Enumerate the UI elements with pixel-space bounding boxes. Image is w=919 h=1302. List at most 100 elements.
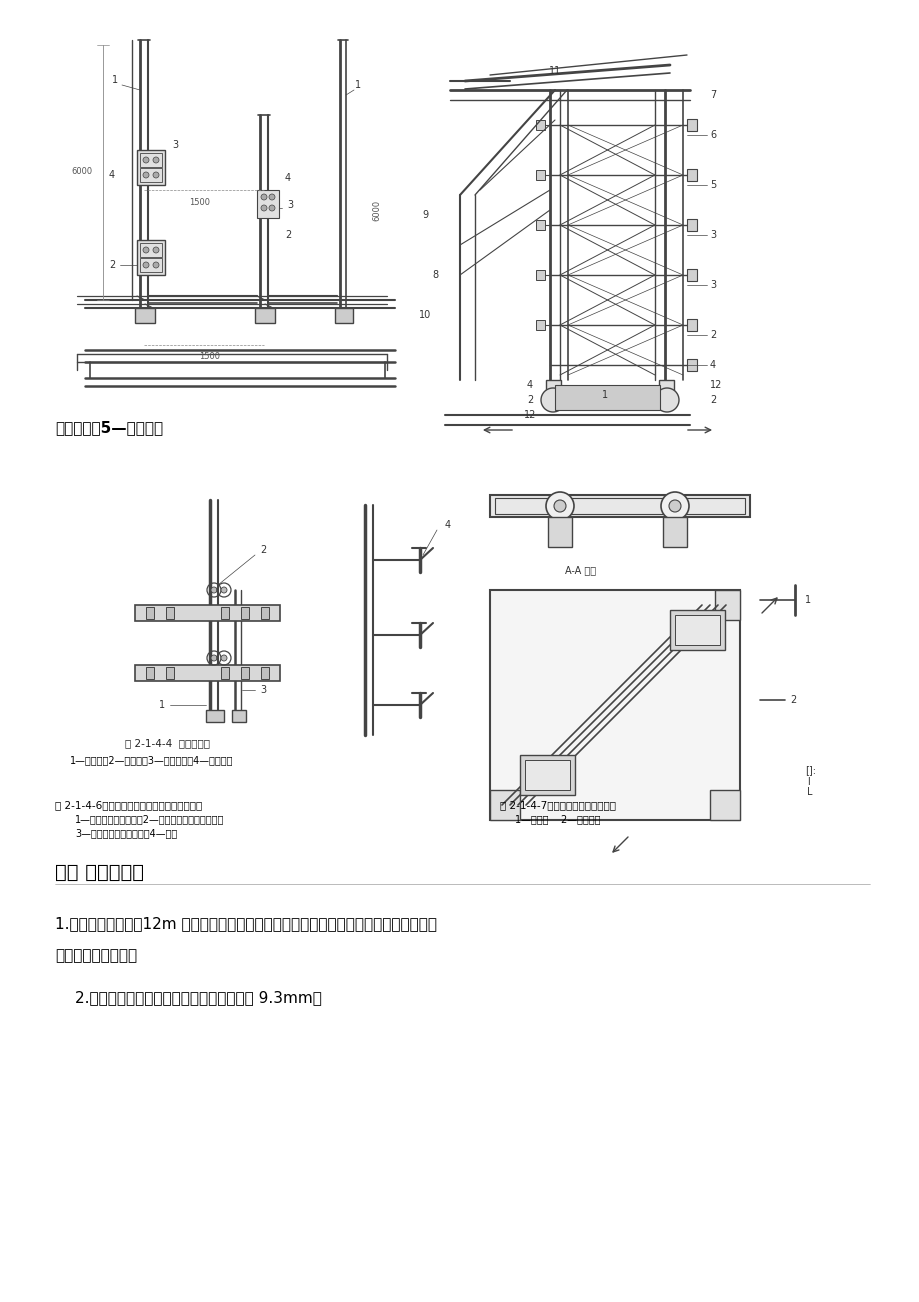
Text: 9: 9 (422, 210, 427, 220)
Text: 1: 1 (159, 700, 165, 710)
Text: 6000: 6000 (372, 199, 381, 220)
Bar (490, 790, 519, 820)
Text: 2: 2 (527, 395, 532, 405)
Text: 1: 1 (601, 391, 607, 400)
Bar (675, 615, 720, 644)
Bar (146, 607, 153, 618)
Bar (686, 219, 697, 230)
Text: 一停层锁；5—防附装置: 一停层锁；5—防附装置 (55, 421, 163, 435)
Circle shape (268, 194, 275, 201)
Bar (232, 710, 245, 723)
Circle shape (668, 500, 680, 512)
Circle shape (142, 247, 149, 253)
Bar (255, 309, 275, 323)
Bar (335, 309, 353, 323)
Bar (686, 319, 697, 331)
Text: 1.　当井字架安装到12m 高度时，必须在井架体的四角方向系好缆风绳，并与符合标准规: 1. 当井字架安装到12m 高度时，必须在井架体的四角方向系好缆风绳，并与符合标… (55, 917, 437, 931)
Bar (545, 380, 561, 395)
Bar (709, 790, 739, 820)
Bar (165, 607, 174, 618)
Circle shape (553, 500, 565, 512)
Circle shape (142, 158, 149, 163)
Text: A-A 剖面: A-A 剖面 (564, 565, 596, 575)
Circle shape (545, 492, 573, 519)
Bar (261, 667, 268, 680)
Bar (686, 359, 697, 371)
Bar (536, 171, 544, 180)
Bar (206, 710, 223, 723)
Text: 4: 4 (527, 380, 532, 391)
Text: 六　 缆风绳安装: 六 缆风绳安装 (55, 863, 144, 881)
Text: 3: 3 (709, 280, 715, 290)
Text: 10: 10 (418, 310, 431, 320)
Text: 1—天架；    2—井架架体: 1—天架； 2—井架架体 (515, 814, 600, 824)
Circle shape (221, 587, 227, 592)
Bar (658, 380, 674, 395)
Text: 3: 3 (172, 141, 178, 150)
Text: L: L (806, 786, 811, 797)
Bar (669, 611, 724, 650)
Text: 图 2-1-4-6　导向滑轮、水平腹杆及导轨示意图: 图 2-1-4-6 导向滑轮、水平腹杆及导轨示意图 (55, 799, 202, 810)
Circle shape (261, 194, 267, 201)
Bar (554, 385, 659, 410)
Text: l: l (806, 777, 809, 786)
Bar (714, 590, 739, 620)
Bar (536, 270, 544, 280)
Text: 图 2-1-4-7　天架与井架架体关系图: 图 2-1-4-7 天架与井架架体关系图 (499, 799, 616, 810)
Text: 3—中间有孔的水平腹杆；4—导轨: 3—中间有孔的水平腹杆；4—导轨 (75, 828, 177, 838)
Bar (241, 667, 249, 680)
Text: 6: 6 (709, 130, 715, 141)
Text: 3: 3 (709, 230, 715, 240)
Text: 12: 12 (523, 410, 536, 421)
Bar (686, 169, 697, 181)
Text: 3: 3 (287, 201, 293, 210)
Bar (536, 320, 544, 329)
Text: 1: 1 (804, 595, 811, 605)
Bar (686, 118, 697, 132)
Circle shape (210, 587, 217, 592)
Text: 1500: 1500 (199, 352, 221, 361)
Bar (221, 607, 229, 618)
Circle shape (153, 262, 159, 268)
Bar (536, 220, 544, 230)
Circle shape (654, 388, 678, 411)
Bar (525, 760, 570, 790)
Bar (137, 150, 165, 185)
Text: 2: 2 (260, 546, 266, 555)
Circle shape (261, 204, 267, 211)
Text: 4: 4 (285, 173, 290, 184)
Bar (490, 590, 739, 820)
Bar (548, 517, 572, 547)
Bar (241, 607, 249, 618)
Text: 1500: 1500 (189, 198, 210, 207)
Text: 图 2-1-4-4  底盘安装图: 图 2-1-4-4 底盘安装图 (125, 738, 210, 749)
Bar (140, 258, 162, 272)
Bar (686, 270, 697, 281)
Text: 2: 2 (285, 230, 290, 240)
Text: 3: 3 (260, 685, 266, 695)
Text: 1—长立杆；2—矩立杆；3—大连接板；4—小连接板: 1—长立杆；2—矩立杆；3—大连接板；4—小连接板 (70, 755, 233, 766)
Text: 2: 2 (789, 695, 795, 704)
Text: 规定的风缆桩锁固。: 规定的风缆桩锁固。 (55, 948, 137, 963)
Bar (261, 607, 268, 618)
Text: 1: 1 (112, 76, 118, 85)
Bar (494, 497, 744, 514)
Text: 6000: 6000 (72, 168, 93, 177)
Circle shape (142, 172, 149, 178)
Text: 1: 1 (355, 79, 360, 90)
Text: 4: 4 (445, 519, 450, 530)
Bar (137, 240, 165, 275)
Circle shape (221, 655, 227, 661)
Text: 2: 2 (709, 395, 716, 405)
Text: 12: 12 (709, 380, 721, 391)
Circle shape (153, 158, 159, 163)
Circle shape (153, 172, 159, 178)
Bar (256, 190, 278, 217)
Text: 2: 2 (108, 260, 115, 270)
Circle shape (268, 204, 275, 211)
Text: 11: 11 (549, 66, 561, 76)
Circle shape (210, 655, 217, 661)
Text: []:: []: (804, 766, 815, 775)
Circle shape (142, 262, 149, 268)
Circle shape (660, 492, 688, 519)
